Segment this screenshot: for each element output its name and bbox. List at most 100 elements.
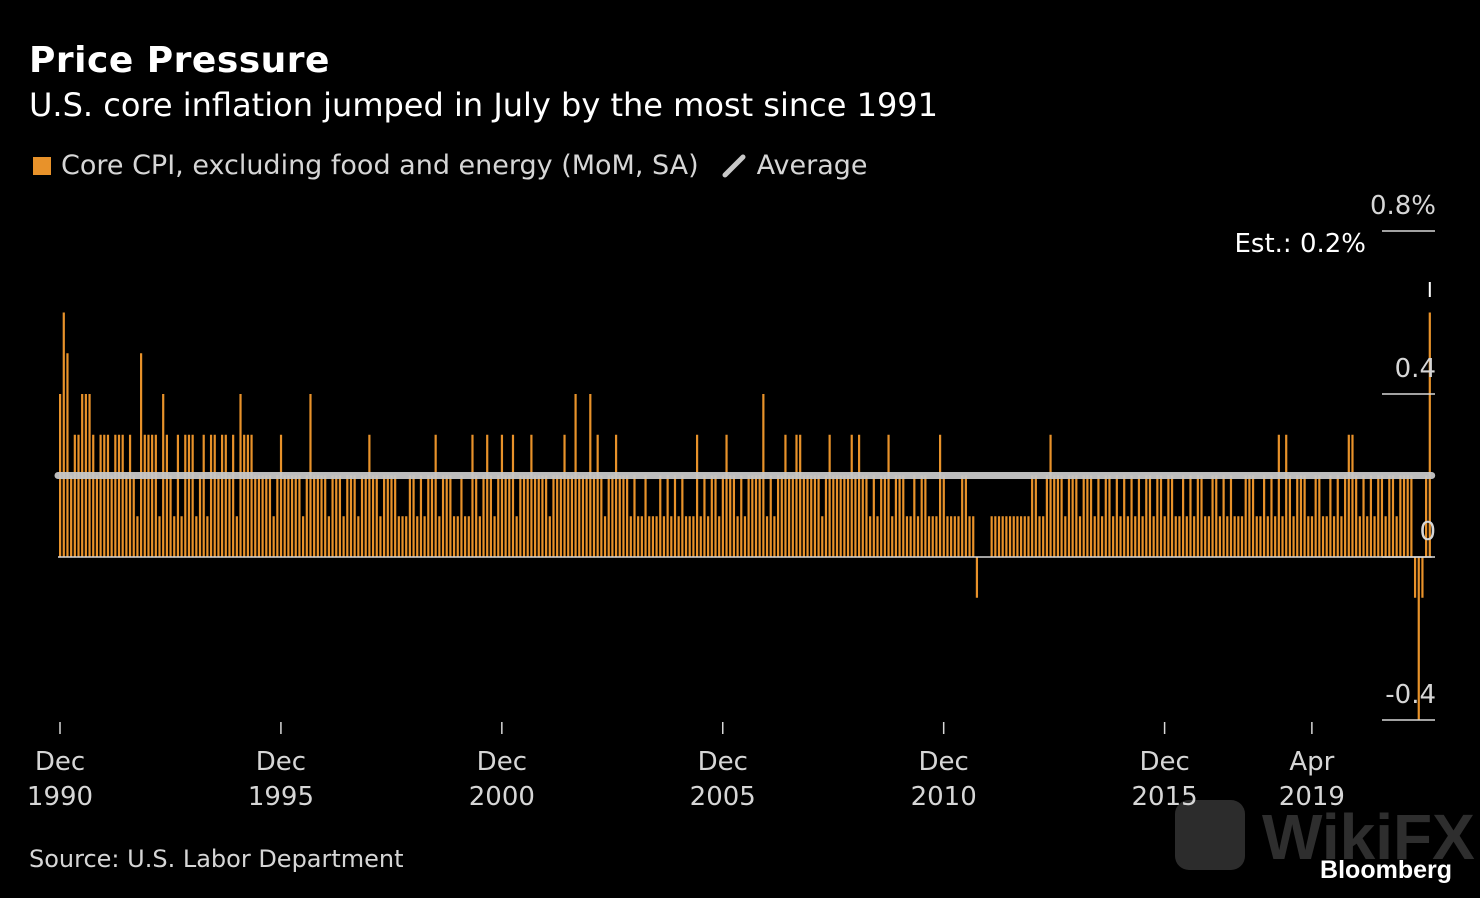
bar — [692, 516, 695, 557]
bar — [1126, 516, 1129, 557]
bar — [1366, 516, 1369, 557]
bar — [394, 475, 397, 557]
bar — [342, 516, 345, 557]
bar — [637, 516, 640, 557]
bar — [872, 475, 875, 557]
bar — [228, 475, 231, 557]
bar — [1388, 475, 1391, 557]
bar — [1218, 516, 1222, 557]
bar — [279, 434, 283, 557]
x-tick-label: 1990 — [27, 782, 93, 812]
bar — [1417, 557, 1420, 720]
bar — [876, 516, 879, 557]
bar — [327, 516, 330, 557]
bar — [412, 475, 415, 557]
bar — [688, 516, 691, 557]
estimate-label: Est.: 0.2% — [1234, 229, 1366, 259]
bar — [666, 475, 669, 557]
bar — [103, 434, 106, 557]
bar — [460, 475, 463, 557]
bar — [419, 475, 423, 557]
bar — [1108, 475, 1111, 557]
bar — [585, 475, 588, 557]
y-tick-label: -0.4 — [1385, 680, 1436, 710]
bar — [158, 516, 161, 557]
x-tick-label: 2000 — [469, 782, 535, 812]
bar — [729, 475, 732, 557]
bar — [114, 434, 117, 557]
bar — [390, 475, 393, 557]
bar — [990, 516, 993, 557]
bar — [1141, 516, 1144, 557]
bar — [173, 516, 176, 557]
bar — [1137, 475, 1141, 557]
bar — [489, 475, 492, 557]
x-tick-label: 2015 — [1132, 782, 1198, 812]
bar — [1288, 475, 1291, 557]
bar — [1097, 475, 1100, 557]
bar — [1421, 557, 1424, 598]
bar — [1196, 475, 1199, 557]
bar — [1056, 475, 1060, 557]
legend-average-line-icon — [722, 154, 746, 177]
bar — [902, 475, 905, 557]
bar — [254, 475, 257, 557]
bar — [335, 475, 338, 557]
bar — [184, 434, 187, 557]
bar — [1413, 557, 1417, 598]
y-tick-label: 0.4 — [1395, 354, 1436, 384]
bar — [769, 475, 772, 557]
bar — [765, 516, 769, 557]
bar — [670, 516, 673, 557]
bar — [441, 475, 445, 557]
bar — [1182, 475, 1185, 557]
bar — [1428, 312, 1431, 557]
bar — [950, 516, 953, 557]
bar — [530, 434, 533, 557]
bar — [927, 516, 931, 557]
bar — [1038, 516, 1041, 557]
bar — [320, 475, 323, 557]
bar — [1259, 516, 1262, 557]
bar — [780, 475, 783, 557]
bar — [1321, 516, 1325, 557]
bar — [1355, 475, 1358, 557]
bar — [143, 434, 146, 557]
bar — [1045, 475, 1048, 557]
bar — [438, 516, 441, 557]
chart-title: Price Pressure — [29, 40, 330, 81]
bar — [964, 475, 967, 557]
bar — [935, 516, 938, 557]
bar — [592, 475, 596, 557]
bar — [1369, 475, 1372, 557]
bar — [1012, 516, 1015, 557]
bar — [1292, 516, 1295, 557]
bar — [1222, 475, 1225, 557]
bar — [695, 434, 699, 557]
bar — [1307, 516, 1310, 557]
bar — [835, 475, 839, 557]
bar — [427, 475, 430, 557]
bar — [519, 475, 522, 557]
bar — [246, 434, 249, 557]
bar — [662, 516, 666, 557]
watermark-logo-badge — [1175, 800, 1245, 870]
bar — [1042, 516, 1045, 557]
bar — [533, 475, 537, 557]
bar — [397, 516, 400, 557]
bar — [1163, 516, 1166, 557]
bar — [821, 516, 824, 557]
bar — [515, 516, 518, 557]
bar — [165, 434, 168, 557]
x-tick-label: Dec — [35, 747, 85, 777]
bar — [828, 434, 831, 557]
bar — [1200, 475, 1203, 557]
bar — [261, 475, 264, 557]
bar — [677, 516, 680, 557]
bar — [1207, 516, 1210, 557]
bar — [497, 475, 500, 557]
bar — [265, 475, 268, 557]
bar — [268, 475, 272, 557]
bar — [1285, 434, 1288, 557]
bar — [475, 475, 478, 557]
